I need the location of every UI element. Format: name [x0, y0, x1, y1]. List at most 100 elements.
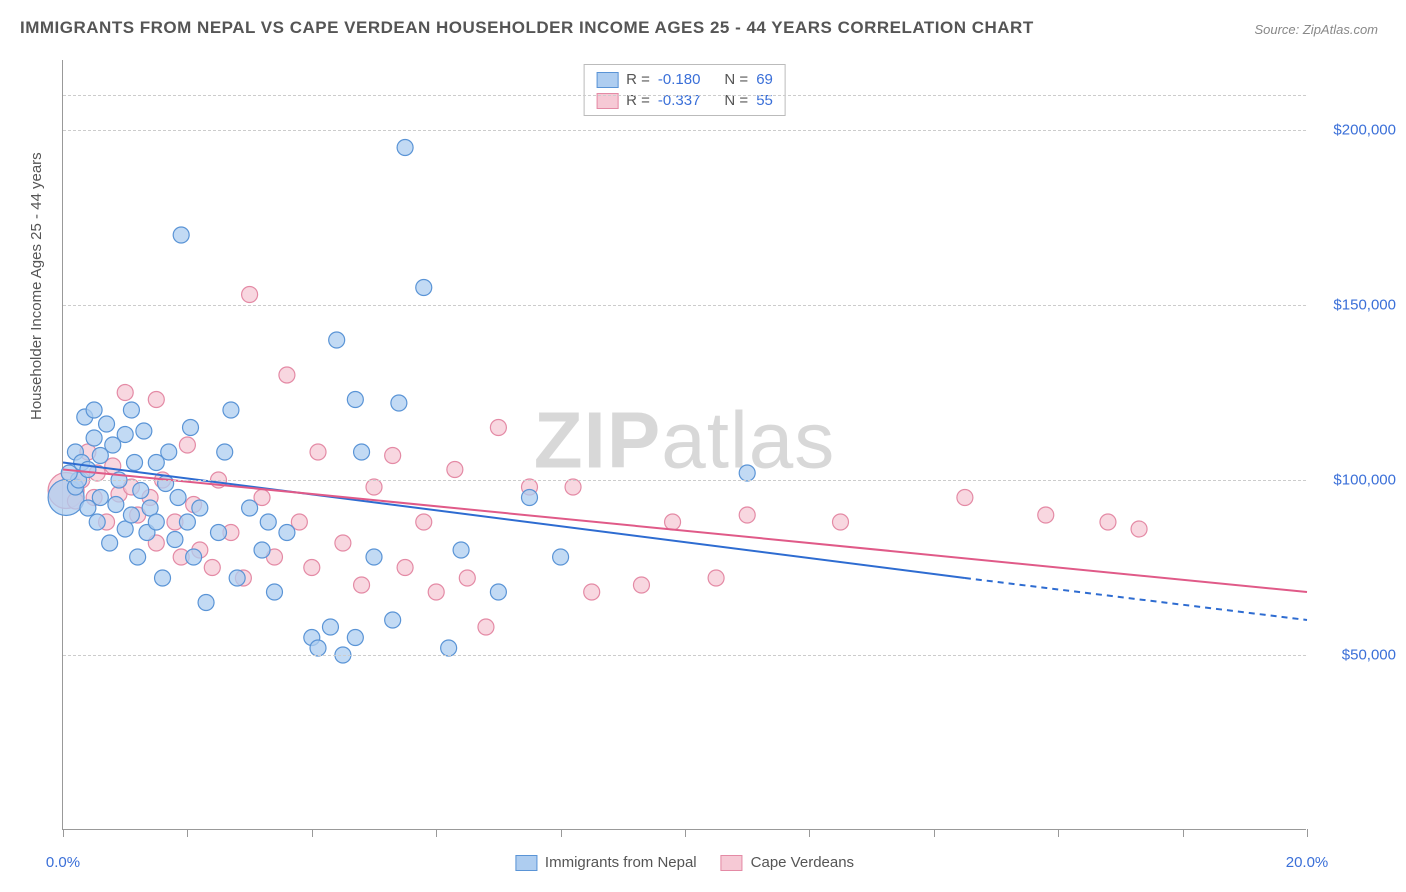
scatter-point: [242, 500, 258, 516]
scatter-point: [279, 367, 295, 383]
scatter-point: [739, 507, 755, 523]
legend-bottom-item-1: Cape Verdeans: [721, 854, 854, 871]
scatter-point: [397, 560, 413, 576]
scatter-point: [366, 549, 382, 565]
r-label-0: R =: [626, 71, 650, 88]
scatter-point: [173, 227, 189, 243]
scatter-point: [108, 497, 124, 513]
scatter-point: [279, 525, 295, 541]
grid-line-h: [63, 130, 1306, 131]
scatter-point: [198, 595, 214, 611]
legend-stats-row-1: R = -0.337 N = 55: [596, 90, 773, 111]
scatter-point: [739, 465, 755, 481]
x-tick-label: 20.0%: [1286, 854, 1329, 871]
scatter-point: [148, 514, 164, 530]
legend-bottom-swatch-0: [515, 855, 537, 871]
scatter-point: [170, 490, 186, 506]
scatter-point: [254, 542, 270, 558]
grid-line-h: [63, 305, 1306, 306]
y-tick-label: $150,000: [1316, 297, 1396, 314]
scatter-point: [490, 584, 506, 600]
scatter-point: [155, 570, 171, 586]
y-tick-label: $50,000: [1316, 647, 1396, 664]
n-value-0: 69: [756, 71, 773, 88]
scatter-point: [158, 476, 174, 492]
legend-bottom-swatch-1: [721, 855, 743, 871]
r-value-0: -0.180: [658, 71, 701, 88]
scatter-point: [92, 490, 108, 506]
scatter-point: [304, 560, 320, 576]
x-tick: [1058, 829, 1059, 837]
x-tick: [1307, 829, 1308, 837]
scatter-point: [1038, 507, 1054, 523]
x-tick-label: 0.0%: [46, 854, 80, 871]
grid-line-h: [63, 655, 1306, 656]
scatter-point: [130, 549, 146, 565]
x-tick: [436, 829, 437, 837]
legend-stats-row-0: R = -0.180 N = 69: [596, 69, 773, 90]
legend-bottom-label-1: Cape Verdeans: [751, 854, 854, 871]
scatter-point: [242, 287, 258, 303]
scatter-point: [347, 630, 363, 646]
scatter-point: [102, 535, 118, 551]
scatter-point: [310, 640, 326, 656]
scatter-point: [123, 507, 139, 523]
y-axis-label: Householder Income Ages 25 - 44 years: [28, 152, 45, 420]
scatter-point: [133, 483, 149, 499]
scatter-point: [428, 584, 444, 600]
scatter-point: [453, 542, 469, 558]
scatter-point: [553, 549, 569, 565]
scatter-point: [183, 420, 199, 436]
scatter-point: [385, 612, 401, 628]
scatter-point: [708, 570, 724, 586]
scatter-point: [416, 514, 432, 530]
x-tick: [561, 829, 562, 837]
y-tick-label: $100,000: [1316, 472, 1396, 489]
scatter-point: [211, 525, 227, 541]
scatter-point: [192, 500, 208, 516]
scatter-point: [123, 402, 139, 418]
regression-line-extrapolated: [965, 578, 1307, 620]
scatter-point: [217, 444, 233, 460]
scatter-point: [161, 444, 177, 460]
y-tick-label: $200,000: [1316, 122, 1396, 139]
grid-line-h: [63, 480, 1306, 481]
scatter-point: [310, 444, 326, 460]
scatter-point: [99, 416, 115, 432]
scatter-point: [1100, 514, 1116, 530]
legend-bottom-item-0: Immigrants from Nepal: [515, 854, 697, 871]
scatter-point: [397, 140, 413, 156]
scatter-point: [329, 332, 345, 348]
legend-bottom-label-0: Immigrants from Nepal: [545, 854, 697, 871]
chart-svg: [63, 60, 1306, 829]
x-tick: [1183, 829, 1184, 837]
x-tick: [187, 829, 188, 837]
scatter-point: [80, 462, 96, 478]
scatter-point: [335, 535, 351, 551]
scatter-point: [322, 619, 338, 635]
scatter-point: [86, 402, 102, 418]
scatter-point: [179, 514, 195, 530]
x-tick: [312, 829, 313, 837]
scatter-point: [478, 619, 494, 635]
scatter-point: [266, 584, 282, 600]
grid-line-h: [63, 95, 1306, 96]
legend-swatch-0: [596, 72, 618, 88]
scatter-point: [347, 392, 363, 408]
x-tick: [809, 829, 810, 837]
scatter-point: [148, 392, 164, 408]
scatter-point: [584, 584, 600, 600]
scatter-point: [565, 479, 581, 495]
scatter-point: [117, 427, 133, 443]
scatter-point: [833, 514, 849, 530]
scatter-point: [223, 402, 239, 418]
scatter-point: [459, 570, 475, 586]
source-attribution: Source: ZipAtlas.com: [1254, 22, 1378, 37]
scatter-point: [186, 549, 202, 565]
scatter-point: [117, 385, 133, 401]
scatter-point: [179, 437, 195, 453]
scatter-point: [490, 420, 506, 436]
scatter-point: [86, 430, 102, 446]
scatter-point: [957, 490, 973, 506]
plot-area: ZIPatlas R = -0.180 N = 69 R = -0.337 N …: [62, 60, 1306, 830]
